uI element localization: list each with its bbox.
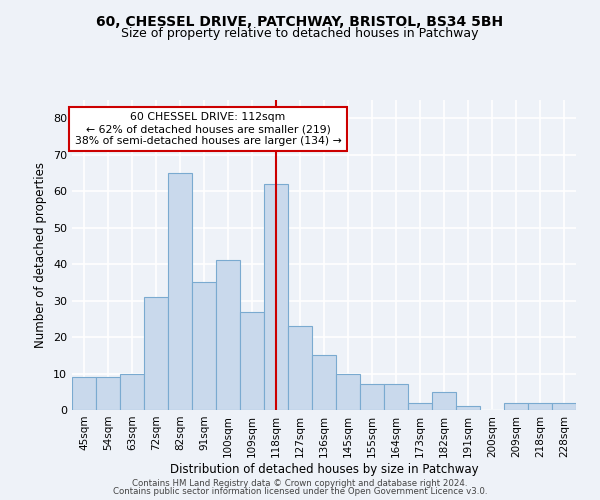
Text: 60 CHESSEL DRIVE: 112sqm
← 62% of detached houses are smaller (219)
38% of semi-: 60 CHESSEL DRIVE: 112sqm ← 62% of detach… [75, 112, 341, 146]
Y-axis label: Number of detached properties: Number of detached properties [34, 162, 47, 348]
Bar [336, 374, 360, 410]
Bar [408, 402, 432, 410]
Text: Size of property relative to detached houses in Patchway: Size of property relative to detached ho… [121, 28, 479, 40]
Bar [72, 377, 96, 410]
Bar [240, 312, 264, 410]
Bar [168, 173, 192, 410]
Bar [96, 377, 120, 410]
Bar [432, 392, 456, 410]
Bar [528, 402, 552, 410]
Text: 60, CHESSEL DRIVE, PATCHWAY, BRISTOL, BS34 5BH: 60, CHESSEL DRIVE, PATCHWAY, BRISTOL, BS… [97, 15, 503, 29]
Bar [360, 384, 384, 410]
Bar [288, 326, 312, 410]
Bar [456, 406, 480, 410]
X-axis label: Distribution of detached houses by size in Patchway: Distribution of detached houses by size … [170, 462, 478, 475]
Bar [552, 402, 576, 410]
Bar [120, 374, 144, 410]
Text: Contains HM Land Registry data © Crown copyright and database right 2024.: Contains HM Land Registry data © Crown c… [132, 478, 468, 488]
Bar [144, 297, 168, 410]
Bar [384, 384, 408, 410]
Bar [264, 184, 288, 410]
Bar [312, 356, 336, 410]
Bar [216, 260, 240, 410]
Bar [192, 282, 216, 410]
Text: Contains public sector information licensed under the Open Government Licence v3: Contains public sector information licen… [113, 488, 487, 496]
Bar [504, 402, 528, 410]
